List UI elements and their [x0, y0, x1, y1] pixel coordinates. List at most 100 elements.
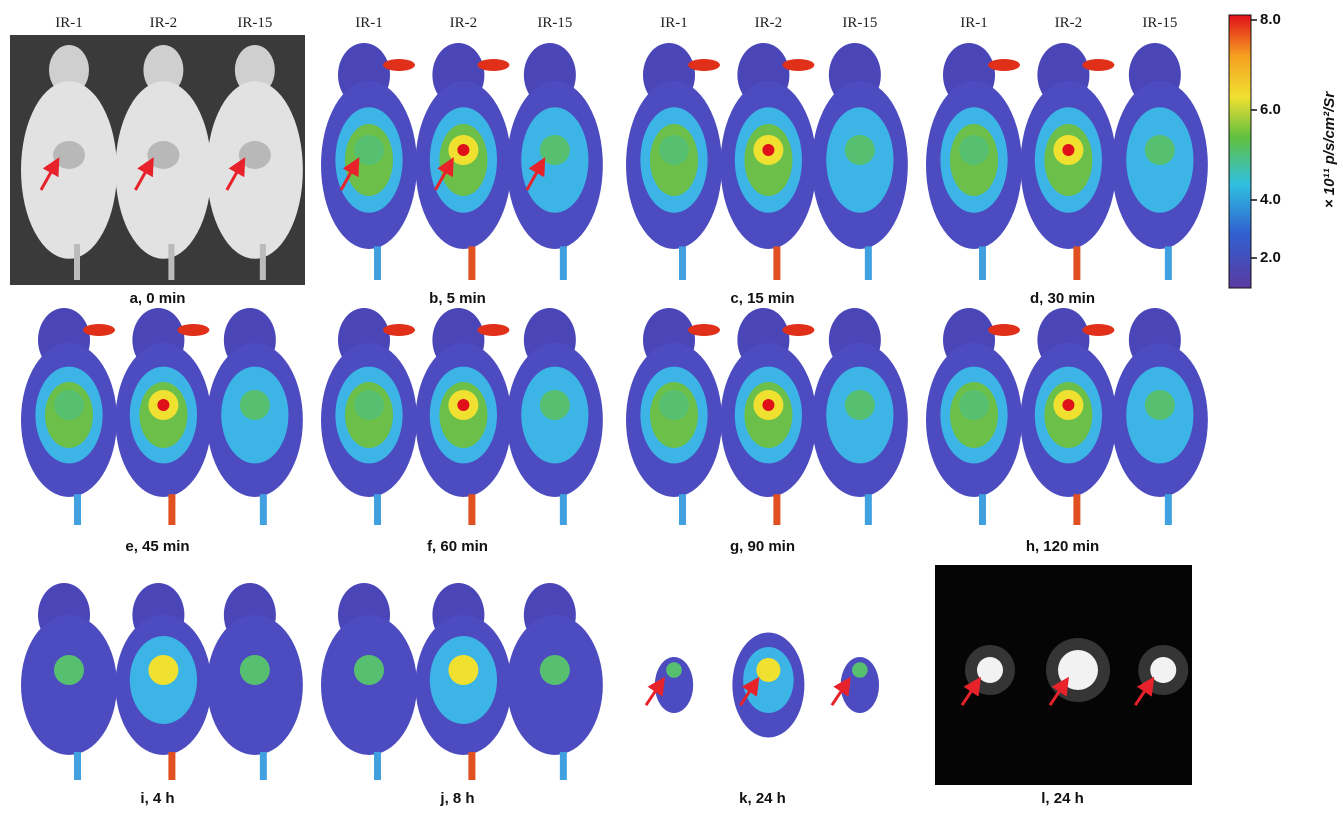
paw-signal — [1082, 59, 1114, 71]
column-label: IR-15 — [1142, 15, 1177, 31]
tumor-spot — [1145, 135, 1175, 165]
panel-caption: i, 4 h — [140, 790, 174, 807]
column-label: IR-1 — [55, 15, 83, 31]
paw-signal — [383, 324, 415, 336]
mouse-tail — [468, 494, 475, 525]
panel: IR-1IR-2IR-15a, 0 min — [10, 15, 305, 307]
tumor-spot — [659, 135, 689, 165]
paw-signal — [688, 59, 720, 71]
mouse-tail — [74, 494, 81, 525]
mouse-tail — [74, 244, 80, 280]
mouse-tail — [168, 494, 175, 525]
mouse-tail — [865, 246, 872, 280]
mouse-tail — [168, 752, 175, 780]
mouse-body — [21, 81, 117, 259]
mouse-tail — [560, 494, 567, 525]
colorbar-label: × 10¹¹ p/s/cm²/Sr — [1321, 91, 1338, 208]
panel-caption: l, 24 h — [1041, 790, 1084, 807]
column-label: IR-15 — [237, 15, 272, 31]
mouse-tail — [679, 494, 686, 525]
tumor-spot — [666, 662, 682, 678]
panel-caption: f, 60 min — [427, 538, 488, 555]
tumor-spot — [448, 655, 478, 685]
panel-caption: k, 24 h — [739, 790, 786, 807]
figure: IR-1 IR-2 IR-15 a, 0 min IR-1IR-2IR-15b, 5 m… — [0, 0, 1343, 822]
mouse-tail — [374, 494, 381, 525]
mouse-tail — [865, 494, 872, 525]
mouse-tail — [168, 244, 174, 280]
mouse-tail — [468, 752, 475, 780]
paw-signal — [477, 59, 509, 71]
tumor-spot — [959, 390, 989, 420]
panel: k, 24 h — [646, 590, 879, 807]
mouse-tail — [1165, 494, 1172, 525]
column-label: IR-2 — [755, 15, 783, 31]
tumor-spot — [240, 390, 270, 420]
mouse-tail — [1073, 494, 1080, 525]
colorbar-tick-label: 2.0 — [1260, 249, 1281, 266]
tumor-spot — [540, 135, 570, 165]
mouse-tail — [1073, 246, 1080, 280]
panel-caption: j, 8 h — [439, 790, 474, 807]
column-label: IR-1 — [660, 15, 688, 31]
glow-core — [1058, 650, 1098, 690]
tumor-spot — [659, 390, 689, 420]
tumor-hot — [457, 399, 469, 411]
colorbar-tick-label: 4.0 — [1260, 191, 1281, 208]
mouse-tail — [374, 246, 381, 280]
paw-signal — [477, 324, 509, 336]
panel: IR-1IR-2IR-15b, 5 min — [321, 15, 603, 307]
mouse-body — [207, 81, 303, 259]
tumor-hot — [457, 144, 469, 156]
tumor-hot — [762, 144, 774, 156]
panel: f, 60 min — [321, 308, 603, 555]
panel: g, 90 min — [626, 308, 908, 555]
tumor-spot — [959, 135, 989, 165]
panel-caption: h, 120 min — [1026, 538, 1099, 555]
tumor-hot — [1062, 144, 1074, 156]
mouse-tail — [260, 752, 267, 780]
paw-signal — [177, 324, 209, 336]
tumor — [239, 141, 271, 169]
panel: i, 4 h — [21, 583, 303, 807]
mouse-body — [115, 81, 211, 259]
column-label: IR-1 — [355, 15, 383, 31]
panel-caption: d, 30 min — [1030, 290, 1095, 307]
column-label: IR-2 — [1055, 15, 1083, 31]
panel-caption: a, 0 min — [130, 290, 186, 307]
mouse-tail — [679, 246, 686, 280]
paw-signal — [83, 324, 115, 336]
paw-signal — [988, 59, 1020, 71]
colorbar-tick-label: 6.0 — [1260, 101, 1281, 118]
tumor-hot — [762, 399, 774, 411]
panel: l, 24 h — [935, 565, 1192, 807]
tumor-spot — [54, 655, 84, 685]
paw-signal — [782, 324, 814, 336]
tumor — [147, 141, 179, 169]
tumor-hot — [1062, 399, 1074, 411]
mouse-tail — [560, 752, 567, 780]
tumor-spot — [540, 390, 570, 420]
colorbar: 8.0 6.0 4.0 2.0 × 10¹¹ p/s/cm²/Sr — [1229, 11, 1338, 288]
column-label: IR-1 — [960, 15, 988, 31]
paw-signal — [782, 59, 814, 71]
glow-core — [977, 657, 1003, 683]
panel-caption: g, 90 min — [730, 538, 795, 555]
tumor-spot — [845, 390, 875, 420]
mouse-tail — [560, 246, 567, 280]
tumor-spot — [540, 655, 570, 685]
tumor-spot — [852, 662, 868, 678]
tumor-spot — [354, 135, 384, 165]
mouse-tail — [374, 752, 381, 780]
colorbar-tick-label: 8.0 — [1260, 11, 1281, 28]
paw-signal — [688, 324, 720, 336]
panel: j, 8 h — [321, 583, 603, 807]
panel-caption: e, 45 min — [125, 538, 189, 555]
column-label: IR-15 — [537, 15, 572, 31]
panel: h, 120 min — [926, 308, 1208, 555]
paw-signal — [383, 59, 415, 71]
tumor-spot — [1145, 390, 1175, 420]
mouse-tail — [979, 494, 986, 525]
panel: IR-1 IR-2 IR-15 d, 30 min — [926, 15, 1208, 307]
glow-core — [1150, 657, 1176, 683]
